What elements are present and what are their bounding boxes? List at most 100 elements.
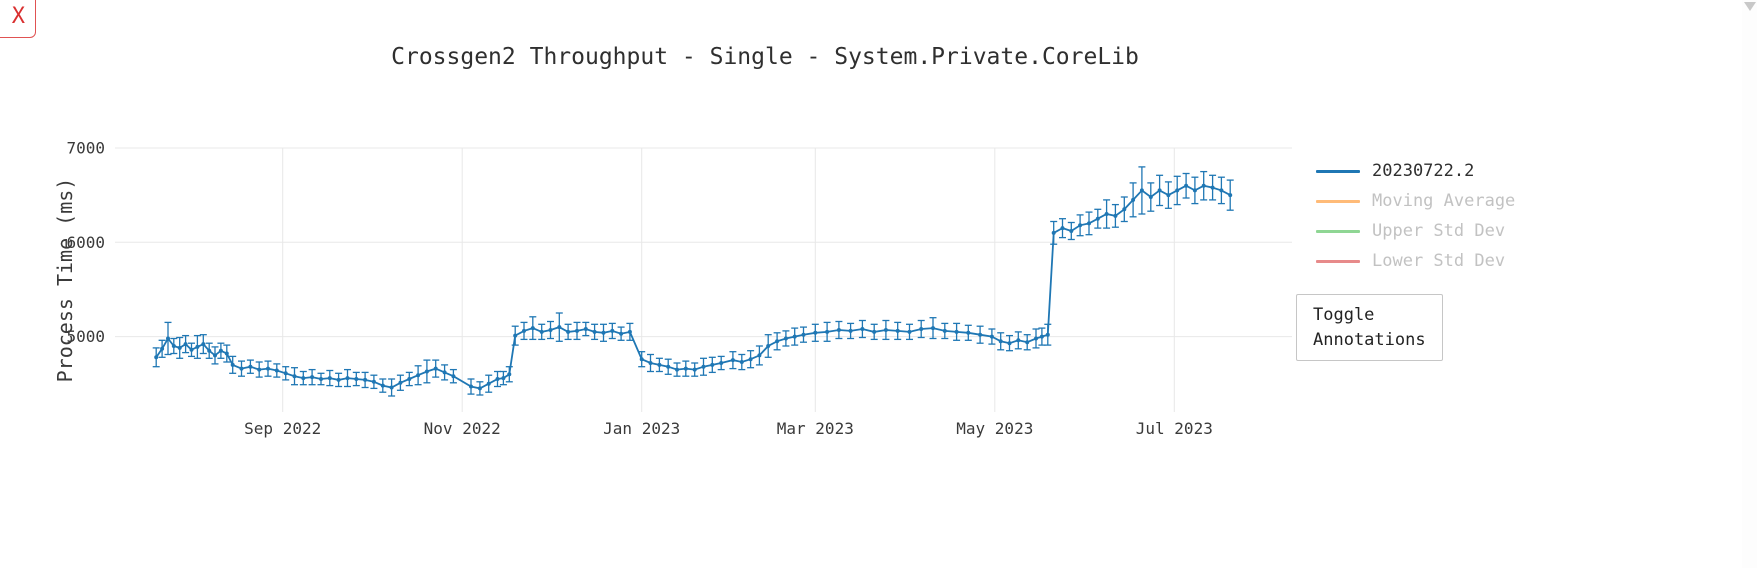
legend: 20230722.2 Moving Average Upper Std Dev Low… — [1316, 156, 1515, 276]
data-point — [495, 377, 500, 381]
data-point — [792, 334, 797, 339]
data-point — [610, 328, 615, 333]
data-point — [766, 344, 771, 348]
scrollbar[interactable] — [1742, 0, 1757, 568]
legend-item-moving-average[interactable]: Moving Average — [1316, 186, 1515, 216]
data-point — [813, 330, 818, 335]
legend-item-label: Lower Std Dev — [1372, 251, 1506, 271]
data-point — [657, 362, 662, 367]
plot-area[interactable]: 5000 6000 7000 Sep 2022 Nov 2022 Jan 2023 Mar … — [0, 0, 1530, 568]
data-point — [389, 385, 394, 390]
x-tick-label: Nov 2022 — [424, 419, 501, 438]
data-point — [719, 361, 724, 365]
data-point — [274, 368, 279, 373]
data-point — [639, 357, 644, 362]
scrollbar-arrow-icon[interactable] — [1744, 2, 1756, 11]
data-point — [336, 377, 341, 382]
data-point — [213, 353, 217, 358]
data-point — [1007, 341, 1012, 346]
data-point — [371, 379, 376, 384]
data-point — [398, 380, 403, 385]
data-point — [825, 329, 830, 334]
legend-item-lower-std-dev[interactable]: Lower Std Dev — [1316, 246, 1515, 276]
data-point — [1039, 334, 1044, 339]
data-point — [619, 331, 624, 336]
data-point — [883, 328, 888, 332]
data-point — [424, 369, 429, 374]
data-point — [566, 329, 571, 334]
data-point — [648, 361, 653, 365]
x-tick-label: Jul 2023 — [1136, 419, 1213, 438]
data-point — [257, 367, 262, 372]
data-point — [583, 327, 588, 331]
data-point — [1016, 338, 1021, 343]
data-point — [601, 330, 606, 335]
data-point — [739, 360, 744, 364]
data-point — [548, 328, 553, 332]
data-point — [783, 336, 788, 341]
data-point — [183, 342, 188, 347]
data-point — [154, 355, 159, 360]
data-point — [363, 377, 368, 382]
data-point — [701, 364, 706, 369]
data-point — [666, 364, 671, 369]
data-point — [1113, 213, 1118, 218]
x-tick-label: Jan 2023 — [603, 419, 680, 438]
data-point — [836, 328, 841, 332]
data-point — [433, 366, 438, 371]
data-point — [224, 351, 229, 356]
data-point — [872, 329, 877, 334]
data-point — [160, 346, 165, 351]
legend-item-label: Moving Average — [1372, 191, 1516, 211]
data-point — [354, 377, 359, 381]
data-point — [451, 374, 456, 379]
data-point — [757, 353, 762, 358]
data-point — [627, 329, 632, 334]
data-point — [675, 367, 679, 372]
data-point — [775, 339, 780, 344]
data-point — [989, 334, 994, 339]
legend-line-swatch — [1316, 229, 1360, 233]
data-point — [557, 325, 562, 330]
data-point — [1219, 188, 1224, 193]
data-point — [848, 328, 853, 333]
data-point — [1201, 183, 1206, 188]
data-point — [1104, 212, 1109, 216]
data-point — [292, 374, 297, 379]
data-point — [477, 386, 482, 391]
data-point — [539, 329, 544, 334]
data-point — [575, 328, 579, 333]
data-point — [248, 364, 253, 369]
data-point — [1148, 195, 1153, 199]
legend-item-upper-std-dev[interactable]: Upper Std Dev — [1316, 216, 1515, 246]
x-tick-label: May 2023 — [956, 419, 1033, 438]
data-point — [1025, 340, 1030, 345]
data-point — [730, 358, 735, 363]
data-point — [692, 367, 697, 372]
data-point — [1078, 223, 1083, 228]
data-point — [469, 384, 473, 389]
data-point — [1139, 188, 1144, 193]
close-button[interactable]: X — [0, 0, 36, 38]
data-point — [966, 330, 971, 335]
data-point — [919, 327, 924, 331]
legend-line-swatch — [1316, 259, 1360, 263]
series-line — [155, 184, 1231, 390]
data-point — [327, 376, 332, 381]
data-point — [501, 376, 506, 381]
chart-title: Crossgen2 Throughput - Single - System.P… — [391, 44, 1139, 70]
data-point — [895, 328, 900, 333]
data-point — [407, 377, 412, 381]
toggle-annotations-button[interactable]: Toggle Annotations — [1296, 294, 1443, 362]
data-point — [189, 347, 194, 352]
data-point — [310, 375, 315, 380]
y-tick-label: 7000 — [66, 139, 105, 158]
data-point — [1069, 229, 1074, 233]
data-point — [1157, 188, 1162, 193]
data-point — [266, 366, 270, 371]
data-point — [683, 366, 688, 371]
data-point — [1034, 336, 1038, 341]
legend-item-20230722-2[interactable]: 20230722.2 — [1316, 156, 1515, 186]
x-tick-label: Sep 2022 — [244, 419, 321, 438]
